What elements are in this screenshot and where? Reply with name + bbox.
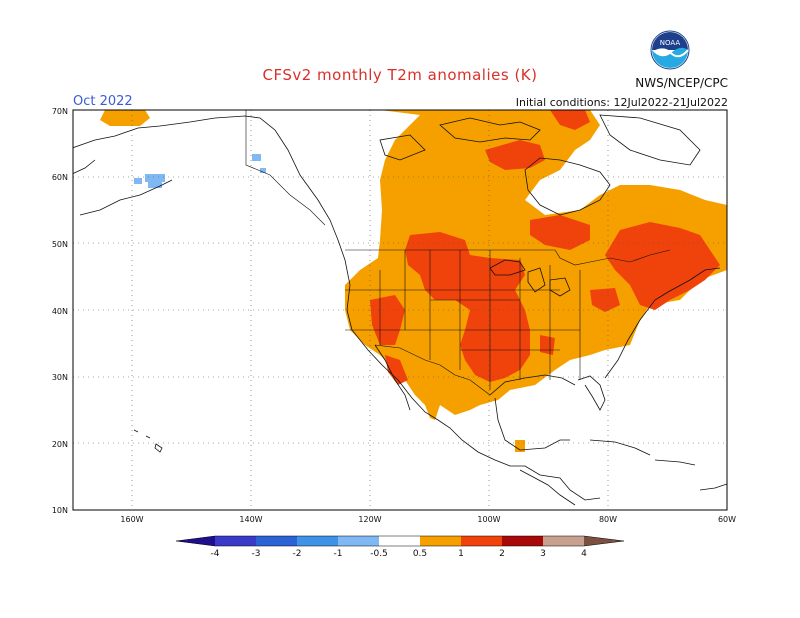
colorbar-swatch-3-4 <box>543 536 584 546</box>
lon-label-160w: 160W <box>120 515 143 524</box>
lon-label-140w: 140W <box>239 515 262 524</box>
chart-title: CFSv2 monthly T2m anomalies (K) <box>262 66 538 84</box>
lon-label-100w: 100W <box>477 515 500 524</box>
organization-label: NWS/NCEP/CPC <box>635 76 728 90</box>
colorbar-swatch-neutral <box>379 536 420 546</box>
lat-label-10n: 10N <box>52 506 68 515</box>
colorbar-swatch-0p5-1 <box>420 536 461 546</box>
anomaly-region-0p5-1 <box>100 110 727 452</box>
colorbar-min-arrow <box>176 536 215 546</box>
colorbar-label-3: 3 <box>540 549 546 559</box>
anomaly-region-1-2 <box>370 110 720 385</box>
lat-label-40n: 40N <box>52 307 68 316</box>
colorbar-label-neg0p5: -0.5 <box>370 549 388 559</box>
lat-label-30n: 30N <box>52 373 68 382</box>
colorbar-label-neg2: -2 <box>293 549 302 559</box>
noaa-logo: NOAA <box>650 30 690 70</box>
colorbar-swatch-neg3-neg2 <box>256 536 297 546</box>
colorbar-label-neg3: -3 <box>252 549 261 559</box>
colorbar-label-2: 2 <box>499 549 505 559</box>
latitude-labels: 70N 60N 50N 40N 30N 20N 10N <box>52 107 68 515</box>
anomaly-region-neg <box>134 154 266 188</box>
lat-label-70n: 70N <box>52 107 68 116</box>
colorbar-swatch-neg2-neg1 <box>297 536 338 546</box>
plot-frame <box>72 109 728 511</box>
political-boundaries <box>245 110 671 396</box>
lon-label-120w: 120W <box>358 515 381 524</box>
longitude-labels: 160W 140W 120W 100W 80W 60W <box>120 515 736 524</box>
colorbar-label-4: 4 <box>581 549 587 559</box>
noaa-logo-text: NOAA <box>660 39 681 47</box>
colorbar-max-arrow <box>584 536 624 546</box>
lat-label-20n: 20N <box>52 440 68 449</box>
colorbar: -4 -3 -2 -1 -0.5 0.5 1 2 3 4 <box>175 535 625 559</box>
valid-month: Oct 2022 <box>73 94 133 109</box>
lon-label-60w: 60W <box>718 515 736 524</box>
lat-label-50n: 50N <box>52 240 68 249</box>
initial-conditions: Initial conditions: 12Jul2022-21Jul2022 <box>515 96 728 109</box>
colorbar-label-neg4: -4 <box>211 549 220 559</box>
colorbar-swatch-1-2 <box>461 536 502 546</box>
colorbar-swatch-neg4-neg3 <box>215 536 256 546</box>
lon-label-80w: 80W <box>599 515 617 524</box>
lat-label-60n: 60N <box>52 173 68 182</box>
colorbar-label-0p5: 0.5 <box>413 549 427 559</box>
coastlines <box>73 114 727 506</box>
colorbar-label-neg1: -1 <box>334 549 343 559</box>
graticule <box>73 110 727 510</box>
colorbar-swatch-2-3 <box>502 536 543 546</box>
colorbar-swatch-neg1-neg0p5 <box>338 536 379 546</box>
colorbar-label-1: 1 <box>458 549 464 559</box>
